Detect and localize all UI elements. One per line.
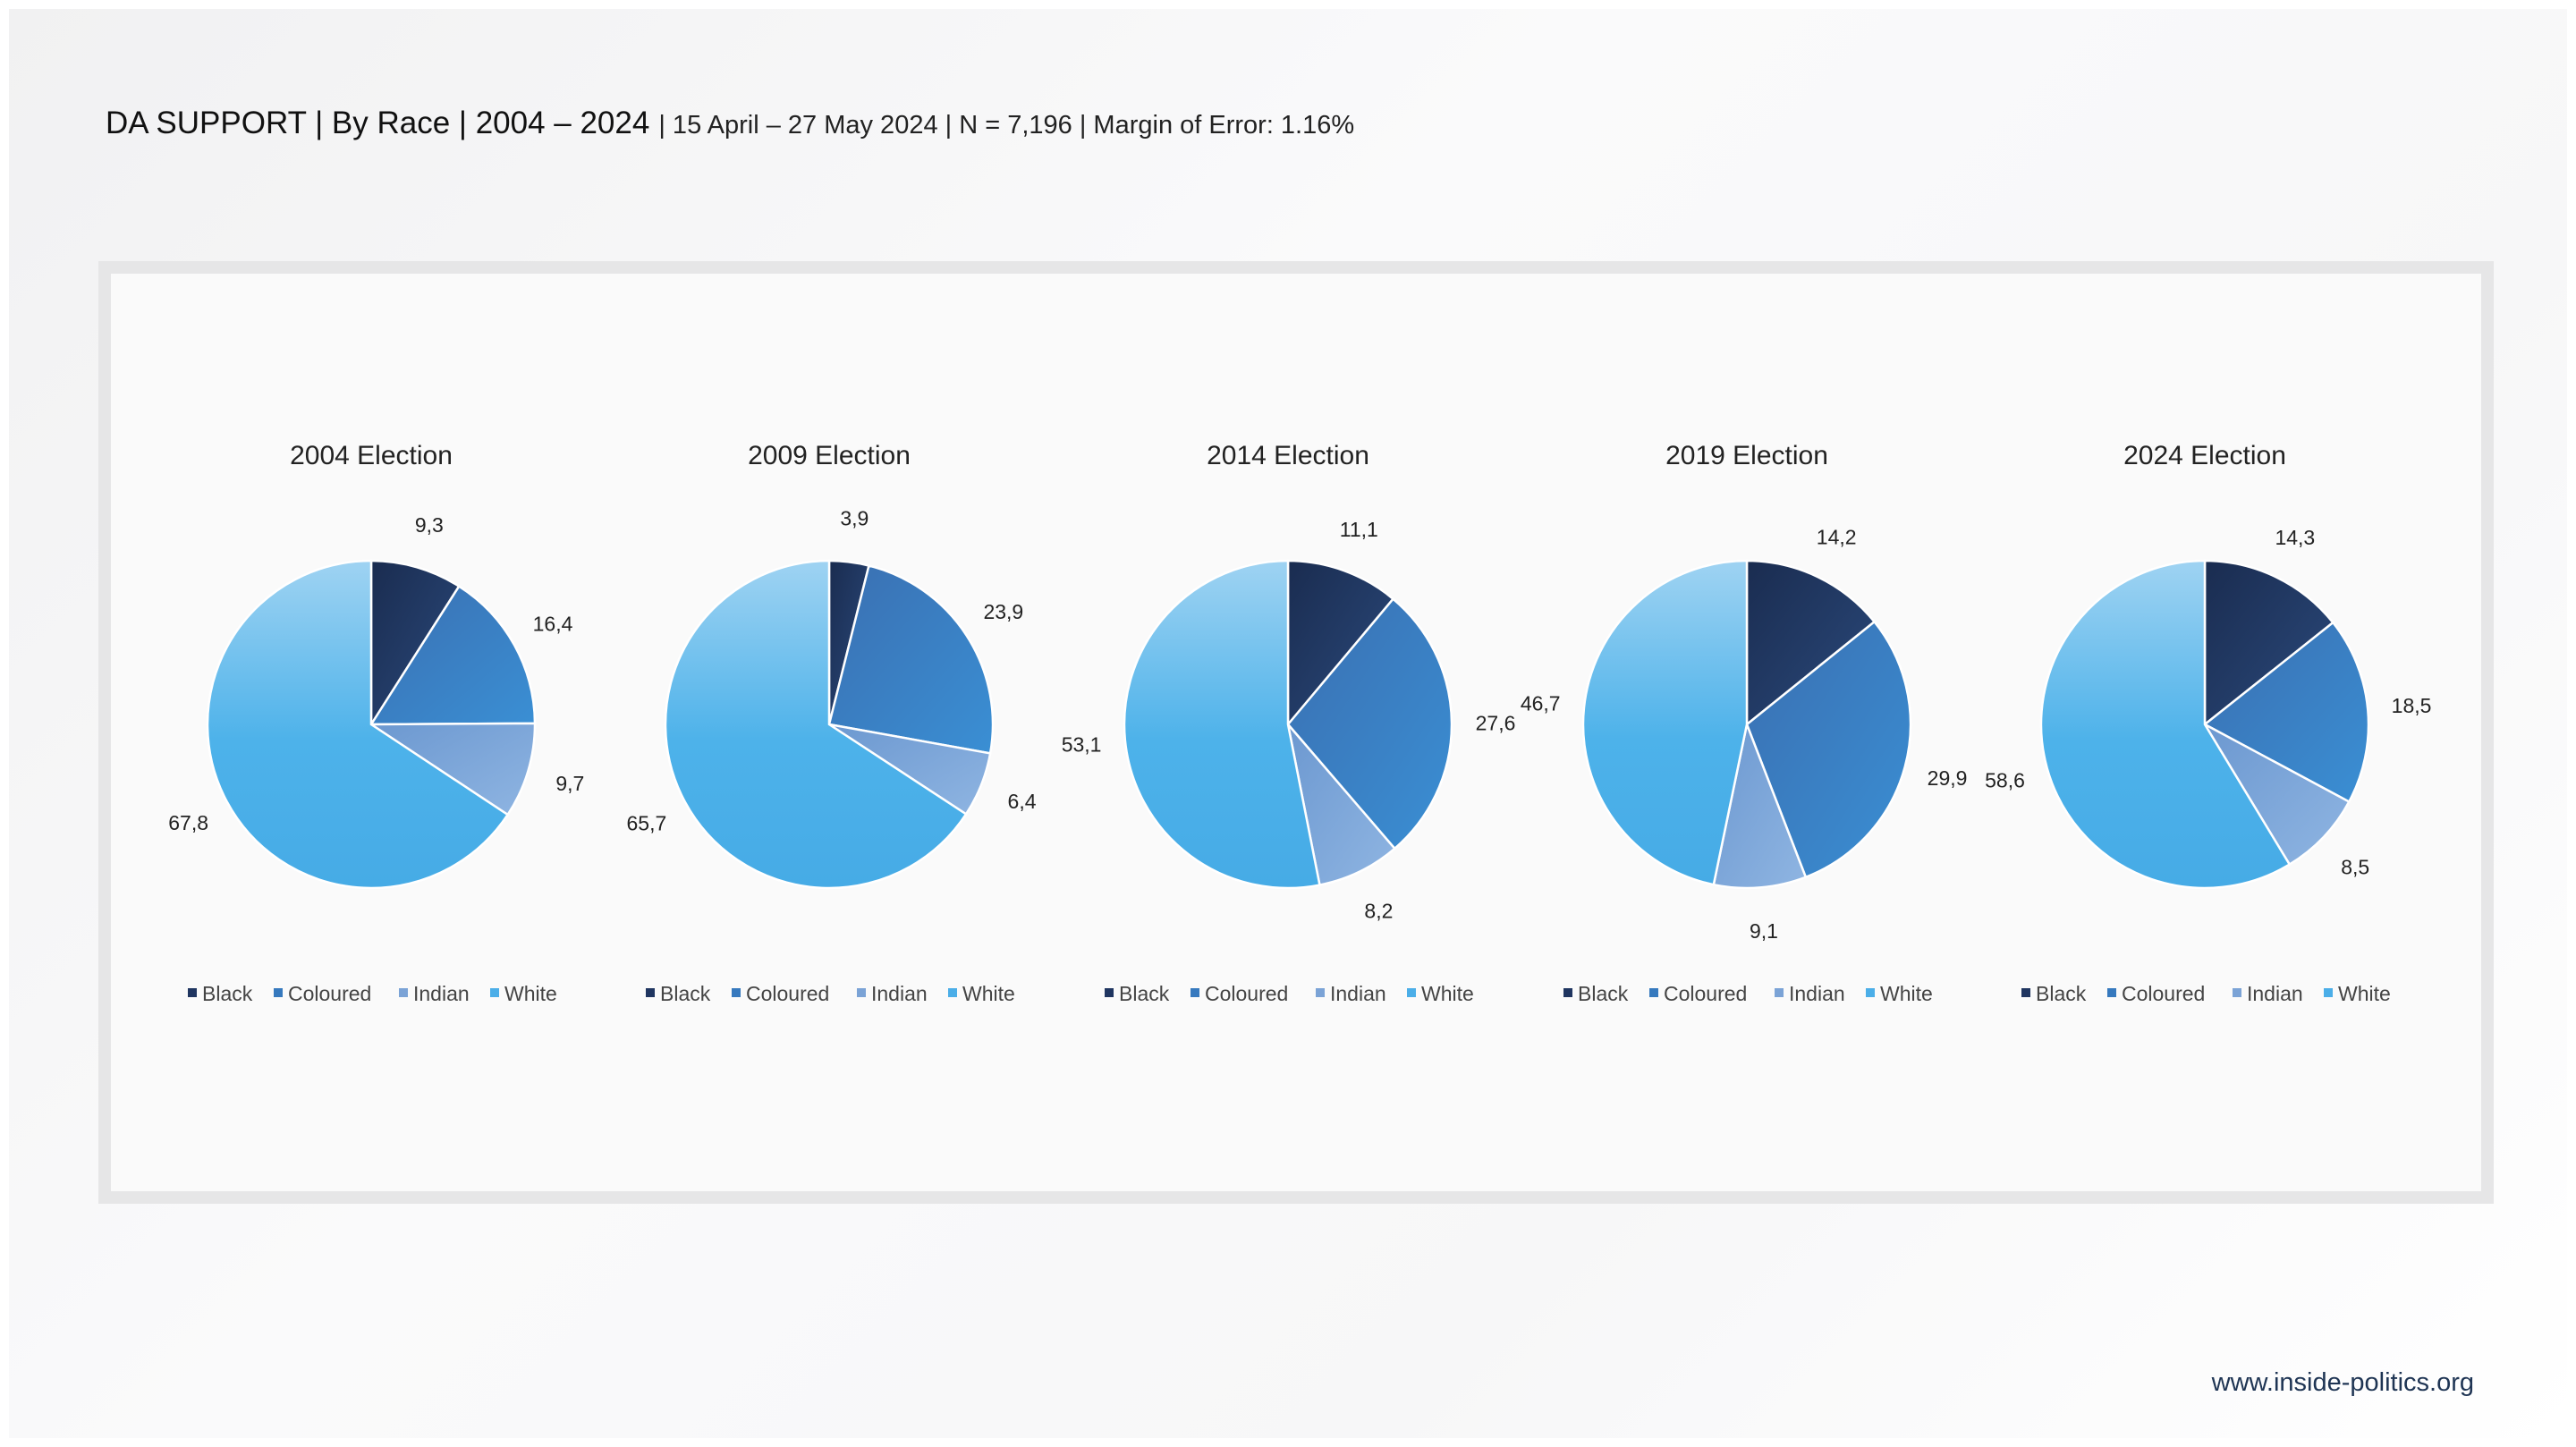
data-label: 27,6: [1476, 712, 1516, 735]
legend-label-black: Black: [2036, 982, 2087, 1005]
data-label: 46,7: [1521, 691, 1561, 715]
legend-label-white: White: [1421, 982, 1474, 1005]
data-label: 9,1: [1750, 919, 1778, 943]
legend-label-coloured: Coloured: [1664, 982, 1747, 1005]
legend-swatch-black: [1563, 988, 1572, 997]
legend-swatch-white: [1407, 988, 1416, 997]
legend-swatch-coloured: [1649, 988, 1658, 997]
data-label: 29,9: [1928, 766, 1968, 790]
legend-label-coloured: Coloured: [288, 982, 371, 1005]
legend-swatch-black: [646, 988, 655, 997]
legend-swatch-coloured: [732, 988, 741, 997]
pie-slice-black: [1745, 559, 1877, 727]
legend-swatch-white: [1866, 988, 1875, 997]
pie-slice-white: [664, 559, 968, 890]
legend-swatch-white: [948, 988, 957, 997]
data-label: 8,5: [2341, 856, 2369, 879]
page-title: DA SUPPORT | By Race | 2004 – 2024 | 15 …: [106, 106, 1354, 150]
pie-slice-white: [1123, 559, 1321, 890]
pie-chart-2024-election: 2024 Election 14,3 18,5 8,5 58,6 Black Coloure…: [1985, 441, 2431, 1005]
pie-slice-black: [2203, 559, 2335, 727]
legend-swatch-coloured: [1191, 988, 1199, 997]
legend-swatch-indian: [2233, 988, 2241, 997]
legend-label-white: White: [2338, 982, 2391, 1005]
legend-swatch-indian: [1775, 988, 1784, 997]
legend-label-black: Black: [202, 982, 253, 1005]
legend-swatch-indian: [857, 988, 866, 997]
data-label: 8,2: [1364, 900, 1393, 923]
pie-slice-coloured: [827, 563, 995, 755]
title-main: DA SUPPORT | By Race | 2004 – 2024: [106, 106, 650, 140]
data-label: 14,3: [2275, 526, 2315, 549]
chart-title: 2009 Election: [748, 441, 911, 470]
pie-slice-white: [2039, 559, 2292, 890]
pie-slice-indian: [1285, 720, 1397, 887]
legend-label-white: White: [962, 982, 1015, 1005]
legend-swatch-black: [1105, 988, 1114, 997]
legend-swatch-coloured: [274, 988, 283, 997]
data-label: 14,2: [1817, 526, 1857, 549]
data-label: 11,1: [1340, 518, 1378, 541]
pie-chart-2009-election: 2009 Election 3,9 23,9 6,4 65,7 Black Coloured…: [626, 441, 1036, 1005]
legend-swatch-indian: [399, 988, 408, 997]
chart-legend: Black Coloured Indian White: [646, 982, 1015, 1005]
chart-legend: Black Coloured Indian White: [1563, 982, 1933, 1005]
pie-slice-indian: [1712, 720, 1808, 890]
legend-swatch-black: [188, 988, 197, 997]
pie-slice-indian: [367, 722, 537, 817]
legend-swatch-indian: [1316, 988, 1325, 997]
chart-legend: Black Coloured Indian White: [1105, 982, 1474, 1005]
legend-label-white: White: [504, 982, 557, 1005]
legend-label-indian: Indian: [871, 982, 928, 1005]
data-label: 53,1: [1062, 733, 1102, 757]
pie-slice-coloured: [2202, 621, 2370, 804]
legend-label-coloured: Coloured: [746, 982, 829, 1005]
pie-slice-coloured: [369, 584, 537, 726]
legend-label-white: White: [1880, 982, 1933, 1005]
legend-label-black: Black: [1578, 982, 1629, 1005]
chart-title: 2014 Election: [1207, 441, 1369, 470]
legend-swatch-black: [2021, 988, 2030, 997]
data-label: 9,3: [415, 513, 444, 537]
legend-label-black: Black: [1119, 982, 1170, 1005]
data-label: 67,8: [168, 811, 208, 834]
pie-slice-black: [369, 559, 461, 729]
pie-slice-indian: [2201, 721, 2351, 867]
pie-slice-white: [206, 559, 510, 890]
legend-label-indian: Indian: [1330, 982, 1386, 1005]
pie-chart-2014-election: 2014 Election 11,1 27,6 8,2 53,1 Black Coloure…: [1062, 441, 1516, 1005]
footer-url: www.inside-politics.org: [2211, 1368, 2474, 1397]
legend-label-indian: Indian: [413, 982, 470, 1005]
legend-swatch-white: [2324, 988, 2333, 997]
legend-label-indian: Indian: [1789, 982, 1845, 1005]
chart-legend: Black Coloured Indian White: [2021, 982, 2391, 1005]
pie-slice-white: [1581, 559, 1749, 886]
pie-chart-2004-election: 2004 Election 9,3 16,4 9,7 67,8 Black Coloured…: [168, 441, 584, 1005]
legend-swatch-coloured: [2107, 988, 2116, 997]
legend-label-black: Black: [660, 982, 711, 1005]
data-label: 18,5: [2392, 694, 2432, 717]
data-label: 16,4: [533, 613, 573, 636]
legend-swatch-white: [490, 988, 499, 997]
data-label: 58,6: [1985, 768, 2025, 791]
pie-chart-2019-election: 2019 Election 14,2 29,9 9,1 46,7 Black Coloure…: [1521, 441, 1968, 1005]
chart-title: 2004 Election: [290, 441, 453, 470]
legend-label-coloured: Coloured: [2122, 982, 2205, 1005]
pie-slice-coloured: [1745, 620, 1912, 879]
legend-label-coloured: Coloured: [1205, 982, 1288, 1005]
data-label: 3,9: [840, 507, 869, 530]
pie-slice-black: [1286, 559, 1395, 728]
chart-title: 2024 Election: [2123, 441, 2286, 470]
data-label: 6,4: [1008, 790, 1037, 813]
chart-legend: Black Coloured Indian White: [188, 982, 557, 1005]
legend-label-indian: Indian: [2247, 982, 2303, 1005]
chart-title: 2019 Election: [1665, 441, 1828, 470]
data-label: 9,7: [555, 772, 584, 795]
pie-slice-coloured: [1286, 597, 1453, 850]
title-subtitle: | 15 April – 27 May 2024 | N = 7,196 | M…: [658, 111, 1355, 140]
data-label: 65,7: [626, 811, 666, 834]
data-label: 23,9: [983, 600, 1023, 623]
